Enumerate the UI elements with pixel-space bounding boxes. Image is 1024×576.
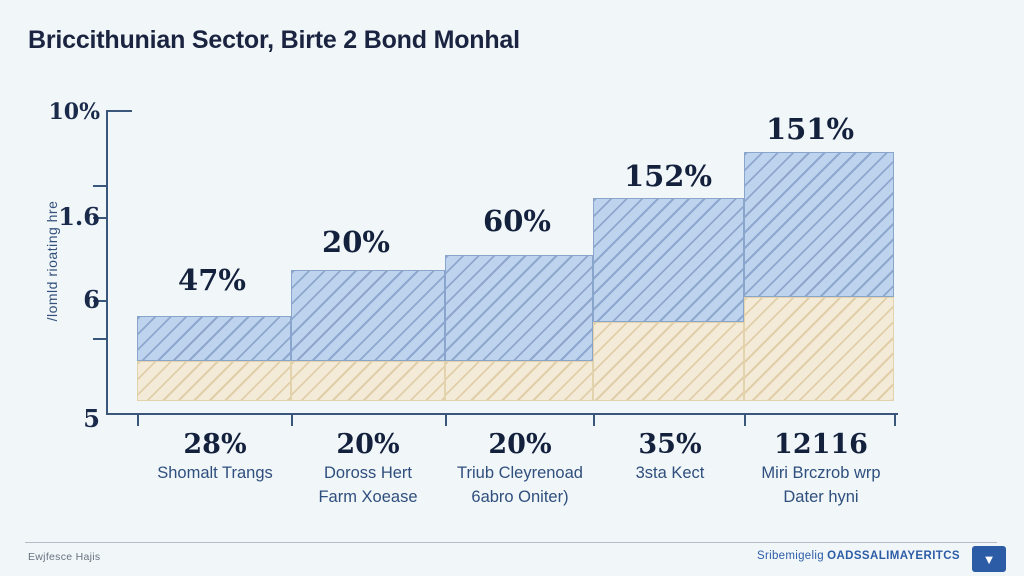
brand-logo: ▼ [972,546,1006,572]
category-name-line: 6abro Oniter) [471,488,569,506]
bar-segment-upper [137,316,291,361]
bar-value-label: 20% [322,225,390,259]
y-axis-tick-label: 1.6 [58,202,100,232]
category-name-line: Farm Xoease [318,488,418,506]
category-name-line: Shomalt Trangs [157,464,273,482]
x-axis-line [106,413,898,415]
bar-segment-upper [445,255,593,361]
category-name-line: Dater hyni [783,488,859,506]
bar-value-label: 60% [483,204,551,238]
x-axis-tick [593,415,595,426]
bar-segment-lower [137,361,291,401]
y-axis-tick [93,300,106,302]
category-percent: 20% [488,429,552,460]
bar-value-label: 47% [178,263,246,297]
bar-segment-upper [593,198,744,322]
bar-segment-upper [744,152,894,297]
bar-segment-lower [445,361,593,401]
y-axis-tick-label: 10% [48,99,100,126]
y-axis-tick [93,217,106,219]
y-axis-tick [93,338,106,340]
footer-brand: Sribemigelig OADSSALIMAYERITCS [757,550,960,562]
category-group-1: 28% Shomalt Trangs [110,430,320,487]
footer-divider [25,542,997,543]
category-percent: 20% [336,429,400,460]
x-axis-tick [291,415,293,426]
category-percent: 35% [638,429,702,460]
brand-name-bold: OADSSALIMAYERITCS [827,550,960,562]
x-axis-tick [744,415,746,426]
page-title: Briccithunian Sector, Birte 2 Bond Monha… [28,26,520,54]
category-percent: 28% [183,429,247,460]
y-axis-title: /lomld rioating hre [44,200,60,322]
y-axis-line [106,110,108,415]
y-axis-tick-label: 5 [83,404,100,434]
category-name-line: 3sta Kect [635,464,705,482]
plot-area [106,110,898,401]
category-group-5: 12116 Miri Brczrob wrp Dater hyni [716,430,926,508]
bar-segment-lower [593,322,744,401]
bar-segment-lower [291,361,445,401]
bar-segment-upper [291,270,445,361]
bar-value-label: 151% [765,112,855,146]
category-percent: 12116 [774,429,868,460]
brand-name-light: Sribemigelig [757,550,824,562]
category-group-3: 20% Triub Cleyrenoad 6abro Oniter) [415,430,625,508]
axis-top-stub [106,110,132,112]
x-axis-tick [445,415,447,426]
category-group-2: 20% Doross Hert Farm Xoease [263,430,473,508]
bar-value-label: 152% [623,159,713,193]
y-axis-tick-label: 6 [83,285,100,315]
y-axis-tick [93,185,106,187]
x-axis-tick [137,415,139,426]
bar-segment-lower [744,297,894,401]
category-name-line: Doross Hert [323,464,413,482]
category-name-line: Miri Brczrob wrp [761,464,881,482]
category-name-line: Triub Cleyrenoad [457,464,583,482]
footer-source-text: Ewjfesce Hajis [28,551,101,563]
x-axis-tick [894,415,896,426]
flag-v-icon: ▼ [982,551,996,567]
category-group-4: 35% 3sta Kect [565,430,775,487]
